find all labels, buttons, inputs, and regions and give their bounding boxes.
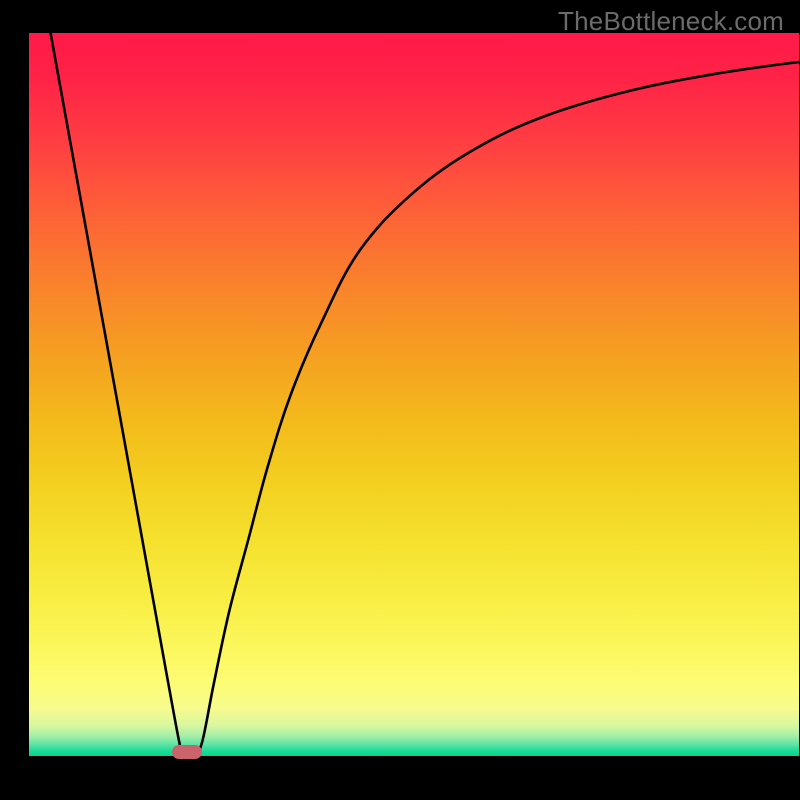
curve-layer — [29, 33, 799, 756]
chart-container: TheBottleneck.com — [0, 0, 800, 800]
plot-area — [29, 33, 799, 756]
watermark-text: TheBottleneck.com — [558, 6, 784, 37]
optimal-point-marker — [172, 745, 202, 759]
bottleneck-curve — [51, 33, 799, 755]
